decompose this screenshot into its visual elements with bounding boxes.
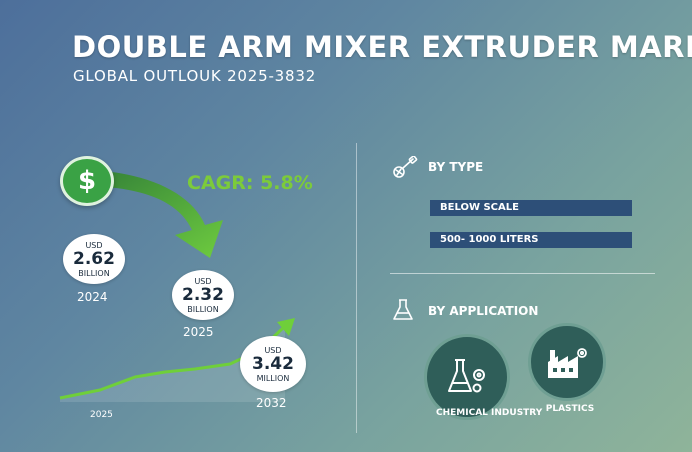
- chemical-industry-label: CHEMICAL INDUSTRY: [436, 408, 543, 418]
- market-value: 2.32: [182, 284, 224, 305]
- cagr-label: CAGR: 5.8%: [187, 172, 313, 194]
- by-type-heading: BY TYPE: [428, 160, 484, 174]
- type-item-below-scale: BELOW SCALE: [430, 200, 632, 216]
- year-label: 2032: [256, 396, 287, 410]
- type-item-500-1000-liters: 500- 1000 LITERS: [430, 232, 632, 248]
- year-label: 2025: [183, 325, 214, 339]
- page-subtitle: GLOBAL OUTLOUK 2025-3832: [73, 67, 317, 85]
- year-label: 2024: [77, 290, 108, 304]
- flask-gear-icon: [448, 359, 485, 393]
- value-unit: BILLION: [78, 268, 110, 278]
- value-unit: BILLION: [187, 304, 219, 314]
- dollar-icon: $: [60, 156, 114, 206]
- dollar-symbol: $: [77, 166, 97, 196]
- vertical-divider: [356, 143, 357, 433]
- mixer-tool-icon: [393, 156, 418, 178]
- chemical-industry-circle: [424, 334, 510, 420]
- currency-label: USD: [85, 240, 103, 250]
- value-bubble-2024: USD 2.62 BILLION: [63, 234, 125, 284]
- currency-label: USD: [264, 345, 282, 355]
- value-bubble-2025: USD 2.32 BILLION: [172, 270, 234, 320]
- plastics-circle: [528, 323, 606, 401]
- horizontal-divider: [390, 273, 655, 274]
- axis-year-label: 2025: [90, 410, 113, 420]
- by-application-heading: BY APPLICATION: [428, 304, 539, 318]
- value-bubble-2032: USD 3.42 MILLION: [240, 336, 306, 392]
- page-title: DOUBLE ARM MIXER EXTRUDER MARKET: [72, 30, 692, 64]
- market-value: 3.42: [252, 353, 294, 374]
- factory-icon: [548, 348, 587, 378]
- flask-icon: [393, 299, 413, 320]
- plastics-label: PLASTICS: [545, 404, 595, 414]
- value-unit: MILLION: [256, 373, 290, 383]
- market-value: 2.62: [73, 248, 115, 269]
- growth-arrow-icon: [80, 170, 223, 258]
- currency-label: USD: [194, 276, 212, 286]
